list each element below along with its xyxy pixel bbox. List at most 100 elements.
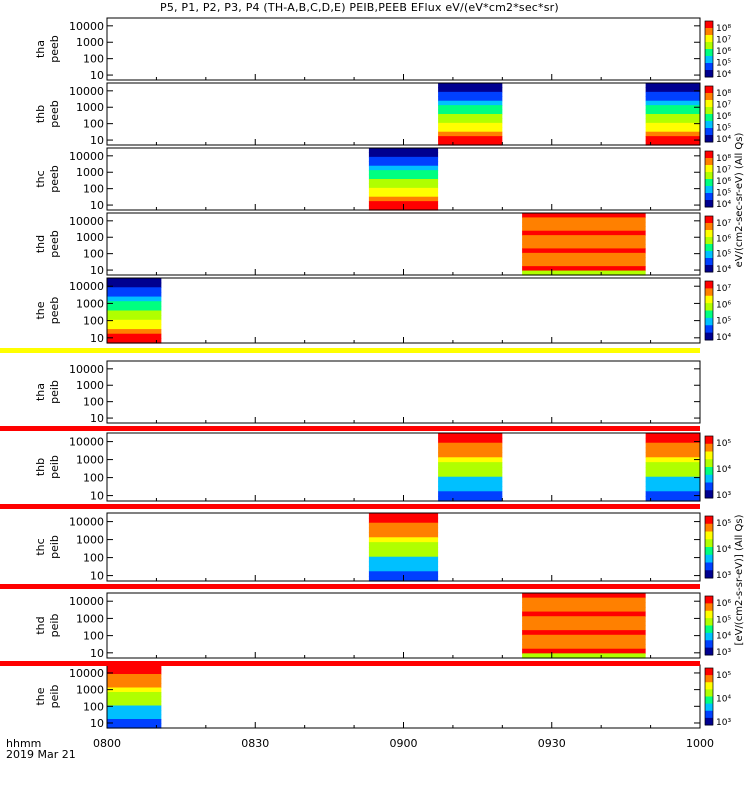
spectrogram-block-thb-peeb-1-13 bbox=[645, 140, 700, 146]
y-tick-label: 1000 bbox=[76, 166, 104, 179]
panel-label-probe: thb bbox=[34, 105, 47, 123]
colorbar-frame bbox=[704, 280, 714, 341]
spectrogram-block-the-peib-0-7 bbox=[107, 696, 162, 702]
spectrogram-block-thb-peib-1-2 bbox=[645, 442, 700, 449]
y-tick-label: 100 bbox=[83, 396, 104, 409]
colorbar-segment bbox=[705, 528, 713, 532]
colorbar-segment bbox=[705, 477, 713, 481]
spectrogram-block-the-peeb-0-11 bbox=[107, 329, 162, 335]
colorbar-segment bbox=[705, 204, 713, 208]
spectrogram-block-thd-peeb-0-0 bbox=[522, 213, 646, 219]
y-tick-label: 10000 bbox=[69, 516, 104, 529]
colorbar-segment bbox=[705, 86, 713, 89]
y-tick-label: 10 bbox=[90, 647, 104, 660]
colorbar-segment bbox=[705, 260, 713, 264]
spectrogram-block-thb-peeb-1-7 bbox=[645, 114, 700, 120]
colorbar-segment bbox=[705, 482, 713, 486]
panel-label-probe: thb bbox=[34, 458, 47, 476]
colorbar-frame bbox=[704, 595, 714, 656]
colorbar-segment bbox=[705, 70, 713, 73]
spectrogram-block-thc-peib-0-10 bbox=[368, 561, 439, 568]
colorbar-segment bbox=[705, 132, 713, 136]
x-tick-label: 0930 bbox=[538, 737, 566, 750]
spectrogram-block-thc-peeb-0-11 bbox=[368, 196, 439, 202]
colorbar-tick-label: 10⁴ bbox=[716, 632, 731, 642]
colorbar-segment bbox=[705, 107, 713, 110]
colorbar-segment bbox=[705, 220, 713, 224]
y-tick-label: 100 bbox=[83, 248, 104, 261]
colorbar-tick-label: 10³ bbox=[716, 648, 731, 658]
spectrogram-block-the-peib-0-12 bbox=[107, 719, 162, 725]
spectrogram-block-the-peeb-0-7 bbox=[107, 310, 162, 316]
colorbar-segment bbox=[705, 603, 713, 607]
colorbar-segment bbox=[705, 123, 713, 127]
colorbar-segment bbox=[705, 32, 713, 36]
colorbar-segment bbox=[705, 216, 713, 219]
spectrogram-block-thc-peib-0-5 bbox=[368, 537, 439, 543]
spectrogram-block-thb-peeb-0-3 bbox=[438, 96, 503, 102]
colorbar-segment bbox=[705, 715, 713, 719]
spectrogram-block-thb-peib-0-9 bbox=[438, 476, 503, 483]
spectrogram-block-thb-peeb-1-4 bbox=[645, 100, 700, 106]
x-tick-label: 1000 bbox=[686, 737, 714, 750]
colorbar-segment bbox=[705, 241, 713, 245]
colorbar-tick-label: 10⁵ bbox=[716, 59, 731, 69]
colorbar-segment bbox=[705, 332, 713, 336]
spectrogram-block-thb-peeb-0-4 bbox=[438, 100, 503, 106]
colorbar-segment bbox=[705, 183, 713, 187]
spectrogram-block-the-peib-0-13 bbox=[107, 723, 162, 729]
colorbar-segment bbox=[705, 305, 713, 309]
colorbar-segment bbox=[705, 459, 713, 463]
spectrogram-block-thc-peeb-0-4 bbox=[368, 165, 439, 171]
colorbar-tick-label: 10⁵ bbox=[716, 519, 731, 529]
colorbar-segment bbox=[705, 615, 713, 619]
y-tick-label: 100 bbox=[83, 552, 104, 565]
spectrogram-block-thb-peib-0-11 bbox=[438, 486, 503, 492]
spectrogram-block-thc-peeb-0-2 bbox=[368, 156, 439, 162]
spectrogram-block-the-peib-0-3 bbox=[107, 678, 162, 684]
colorbar-segment bbox=[705, 552, 713, 556]
colorbar-tick-label: 10⁸ bbox=[716, 154, 731, 164]
colorbar-segment bbox=[705, 230, 713, 233]
spectrogram-block-thd-peeb-0-13 bbox=[522, 270, 646, 276]
colorbar-segment bbox=[705, 598, 713, 602]
y-tick-label: 1000 bbox=[76, 454, 104, 467]
colorbar-segment bbox=[705, 534, 713, 538]
colorbar-segment bbox=[705, 303, 713, 307]
colorbar-segment bbox=[705, 285, 713, 289]
spectrogram-block-thb-peeb-1-10 bbox=[645, 127, 700, 133]
colorbar-segment bbox=[705, 310, 713, 314]
colorbar-segment bbox=[705, 554, 713, 558]
colorbar-segment bbox=[705, 290, 713, 294]
colorbar-segment bbox=[705, 267, 713, 271]
colorbar-segment bbox=[705, 443, 713, 447]
y-tick-label: 1000 bbox=[76, 36, 104, 49]
colorbar-segment bbox=[705, 60, 713, 64]
colorbar-segment bbox=[705, 44, 713, 48]
colorbar-segment bbox=[705, 620, 713, 624]
colorbar-segment bbox=[705, 325, 713, 329]
colorbar-segment bbox=[705, 526, 713, 530]
colorbar-segment bbox=[705, 516, 713, 520]
spectrogram-block-thb-peeb-1-12 bbox=[645, 136, 700, 142]
spectrogram-block-the-peib-0-2 bbox=[107, 674, 162, 680]
colorbar-segment bbox=[705, 650, 713, 654]
colorbar-segment bbox=[705, 195, 713, 199]
panel-label-instrument: peib bbox=[48, 614, 61, 638]
colorbar-segment bbox=[705, 521, 713, 525]
spectrogram-block-thd-peib-0-9 bbox=[522, 634, 646, 641]
y-tick-label: 10 bbox=[90, 570, 104, 583]
colorbar-segment bbox=[705, 670, 713, 674]
colorbar-segment bbox=[705, 330, 713, 334]
y-tick-label: 10000 bbox=[69, 215, 104, 228]
colorbar-tick-label: 10⁵ bbox=[716, 124, 731, 134]
y-tick-label: 10 bbox=[90, 332, 104, 345]
colorbar-tick-label: 10⁴ bbox=[716, 200, 731, 210]
spectrogram-block-thd-peib-0-10 bbox=[522, 639, 646, 645]
spectrogram-block-thb-peib-1-9 bbox=[645, 476, 700, 483]
y-tick-label: 10 bbox=[90, 717, 104, 730]
status-band-red bbox=[0, 584, 700, 589]
y-tick-label: 10 bbox=[90, 490, 104, 503]
spectrogram-block-thb-peeb-0-0 bbox=[438, 83, 503, 89]
